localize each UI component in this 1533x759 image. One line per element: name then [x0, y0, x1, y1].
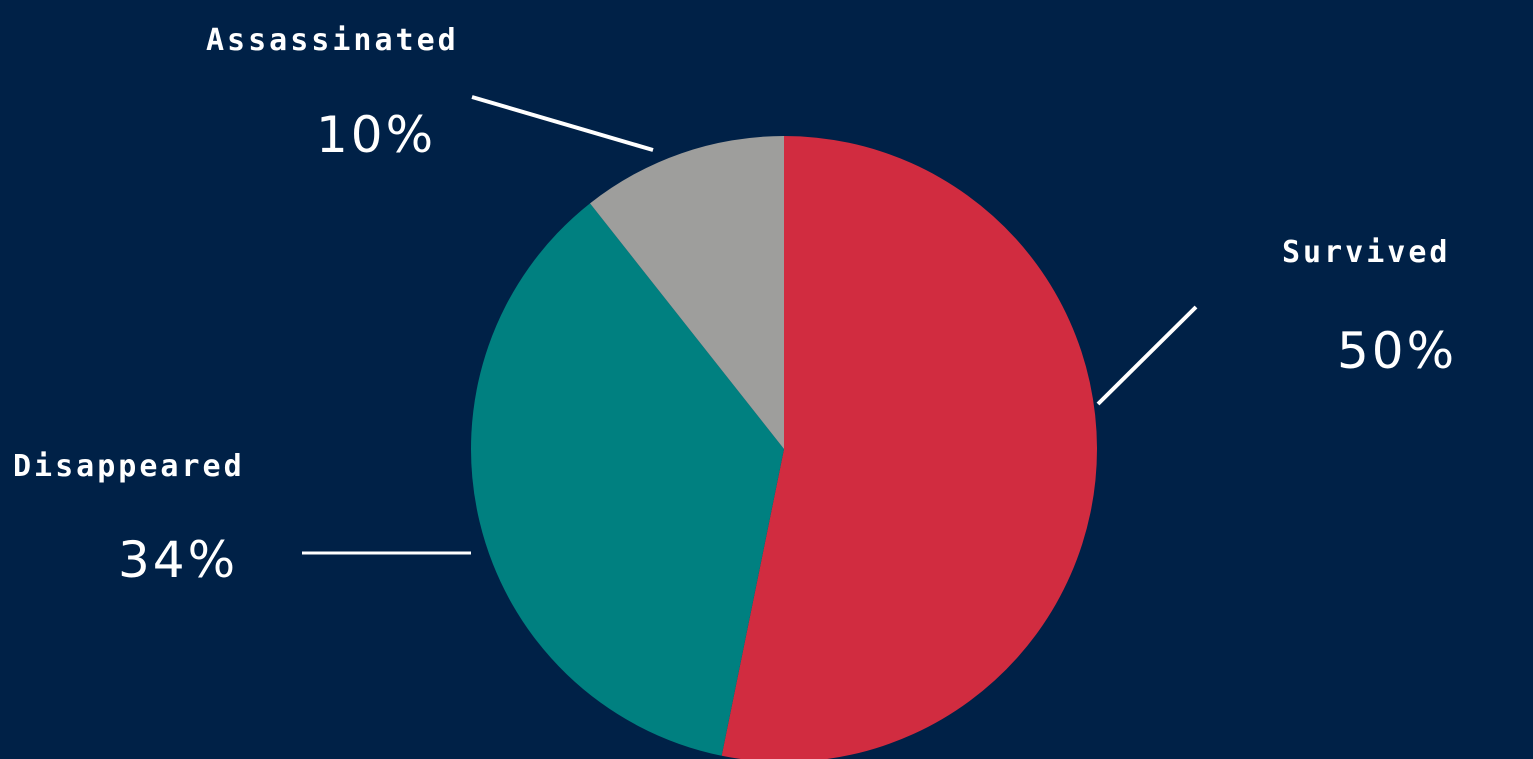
pie-slices — [471, 136, 1097, 759]
slice-label-survived: Survived — [1282, 235, 1451, 270]
pie-slice-survived — [721, 136, 1097, 759]
pie-slice-disappeared — [471, 203, 784, 756]
slice-label-assassinated: Assassinated — [206, 23, 459, 58]
leader-lines — [302, 95, 1198, 555]
slice-percent-assassinated: 10% — [316, 106, 437, 164]
leader-line-assassinated — [471, 95, 654, 152]
slice-percent-disappeared: 34% — [118, 531, 239, 589]
slice-label-disappeared: Disappeared — [13, 449, 245, 484]
slice-percent-survived: 50% — [1337, 322, 1458, 380]
pie-slice-assassinated — [590, 136, 784, 449]
leader-line-survived — [1096, 305, 1198, 406]
